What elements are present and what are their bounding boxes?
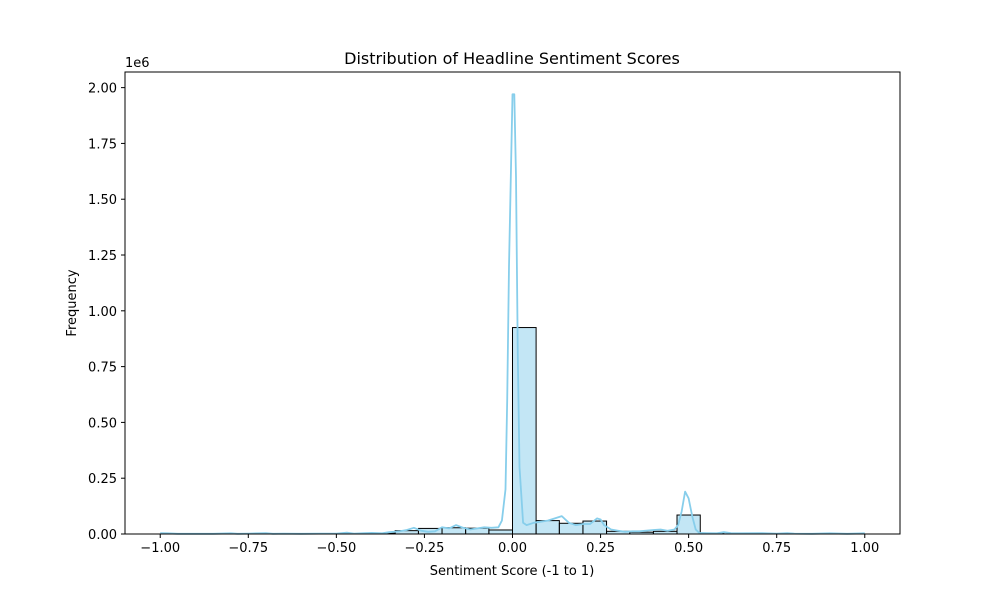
- x-tick-label: −0.75: [228, 541, 268, 556]
- y-tick-label: 1.00: [88, 305, 117, 320]
- x-tick-label: −0.50: [316, 541, 356, 556]
- y-tick-label: 0.50: [88, 416, 117, 431]
- y-axis-offset-label: 1e6: [125, 56, 150, 71]
- y-tick-label: 1.25: [88, 249, 117, 264]
- histogram-bar: [488, 529, 514, 535]
- x-tick-label: −1.00: [140, 541, 180, 556]
- y-axis-label: Frequency: [65, 269, 80, 336]
- x-tick-label: 0.25: [586, 541, 615, 556]
- y-tick-label: 1.75: [88, 137, 117, 152]
- x-tick-label: 0.00: [498, 541, 527, 556]
- x-tick-label: 0.75: [762, 541, 791, 556]
- y-tick-label: 0.00: [88, 528, 117, 543]
- y-tick-label: 0.25: [88, 472, 117, 487]
- y-tick-label: 1.50: [88, 193, 117, 208]
- y-tick-label: 0.75: [88, 361, 117, 376]
- x-tick-label: −0.25: [405, 541, 445, 556]
- x-axis-ticks: −1.00 −0.75 −0.50 −0.25 0.00 0.25 0.50 0.75 1.00: [140, 534, 879, 556]
- kde-line: [160, 93, 865, 535]
- chart-title: Distribution of Headline Sentiment Score…: [344, 49, 680, 68]
- histogram-bars: [371, 327, 725, 535]
- x-tick-label: 1.00: [850, 541, 879, 556]
- y-tick-label: 2.00: [88, 82, 117, 97]
- y-axis-ticks: 0.00 0.25 0.50 0.75 1.00 1.25 1.50 1.75 2.00: [88, 82, 125, 543]
- x-tick-label: 0.50: [674, 541, 703, 556]
- x-axis-label: Sentiment Score (-1 to 1): [430, 564, 595, 579]
- histogram-bar: [512, 327, 537, 535]
- kde-curve-group: [160, 93, 865, 535]
